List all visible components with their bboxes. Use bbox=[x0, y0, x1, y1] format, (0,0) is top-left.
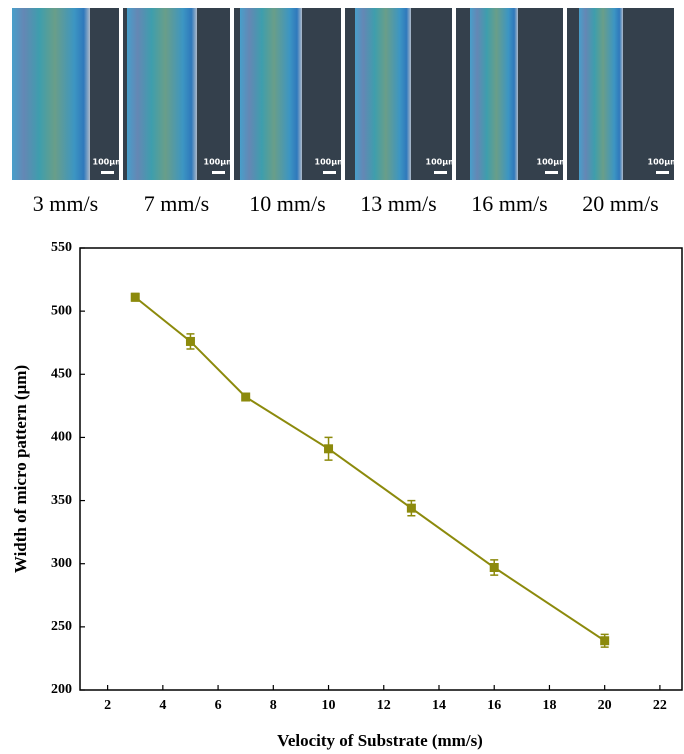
x-tick-label: 4 bbox=[159, 698, 166, 713]
data-point bbox=[130, 292, 140, 302]
scale-bar bbox=[545, 171, 558, 174]
scale-label: 100μm bbox=[648, 158, 679, 167]
x-tick-label: 14 bbox=[432, 698, 446, 713]
scale-label: 100μm bbox=[537, 158, 568, 167]
data-point bbox=[185, 336, 195, 346]
data-point bbox=[600, 636, 610, 646]
panel-label: 13 mm/s bbox=[360, 191, 436, 216]
data-point bbox=[241, 392, 251, 402]
pattern-stripe bbox=[240, 8, 302, 180]
scale-bar bbox=[434, 171, 447, 174]
x-tick-label: 18 bbox=[542, 698, 556, 713]
x-tick-label: 12 bbox=[377, 698, 391, 713]
panel-label: 16 mm/s bbox=[471, 191, 547, 216]
y-tick-label: 500 bbox=[51, 303, 72, 318]
y-tick-label: 300 bbox=[51, 556, 72, 571]
scale-label: 100μm bbox=[204, 158, 235, 167]
scale-bar bbox=[323, 171, 336, 174]
data-point bbox=[324, 444, 334, 454]
y-axis-label: Width of micro pattern (μm) bbox=[11, 365, 30, 573]
pattern-stripe bbox=[355, 8, 411, 180]
x-axis-label: Velocity of Substrate (mm/s) bbox=[277, 731, 483, 750]
pattern-stripe bbox=[12, 8, 90, 180]
y-tick-label: 550 bbox=[51, 240, 72, 255]
scale-bar bbox=[212, 171, 225, 174]
panel-label: 3 mm/s bbox=[33, 191, 98, 216]
y-tick-label: 200 bbox=[51, 682, 72, 697]
panel-label: 7 mm/s bbox=[144, 191, 209, 216]
panel-label: 10 mm/s bbox=[249, 191, 325, 216]
scale-label: 100μm bbox=[93, 158, 124, 167]
x-tick-label: 20 bbox=[598, 698, 612, 713]
plot-frame bbox=[79, 247, 683, 691]
pattern-stripe bbox=[127, 8, 197, 180]
data-point bbox=[489, 563, 499, 573]
x-tick-label: 22 bbox=[653, 698, 667, 713]
x-tick-label: 8 bbox=[270, 698, 277, 713]
data-point bbox=[406, 503, 416, 513]
x-tick-label: 10 bbox=[322, 698, 336, 713]
pattern-stripe bbox=[470, 8, 518, 180]
y-tick-label: 250 bbox=[51, 619, 72, 634]
pattern-stripe bbox=[579, 8, 623, 180]
x-tick-label: 16 bbox=[487, 698, 501, 713]
panel-label: 20 mm/s bbox=[582, 191, 658, 216]
scale-bar bbox=[101, 171, 114, 174]
scale-bar bbox=[656, 171, 669, 174]
data-line bbox=[134, 296, 606, 642]
y-tick-label: 450 bbox=[51, 367, 72, 382]
scale-label: 100μm bbox=[315, 158, 346, 167]
y-tick-label: 350 bbox=[51, 493, 72, 508]
y-tick-label: 400 bbox=[51, 430, 72, 445]
x-tick-label: 6 bbox=[215, 698, 222, 713]
x-tick-label: 2 bbox=[104, 698, 111, 713]
scale-label: 100μm bbox=[426, 158, 457, 167]
